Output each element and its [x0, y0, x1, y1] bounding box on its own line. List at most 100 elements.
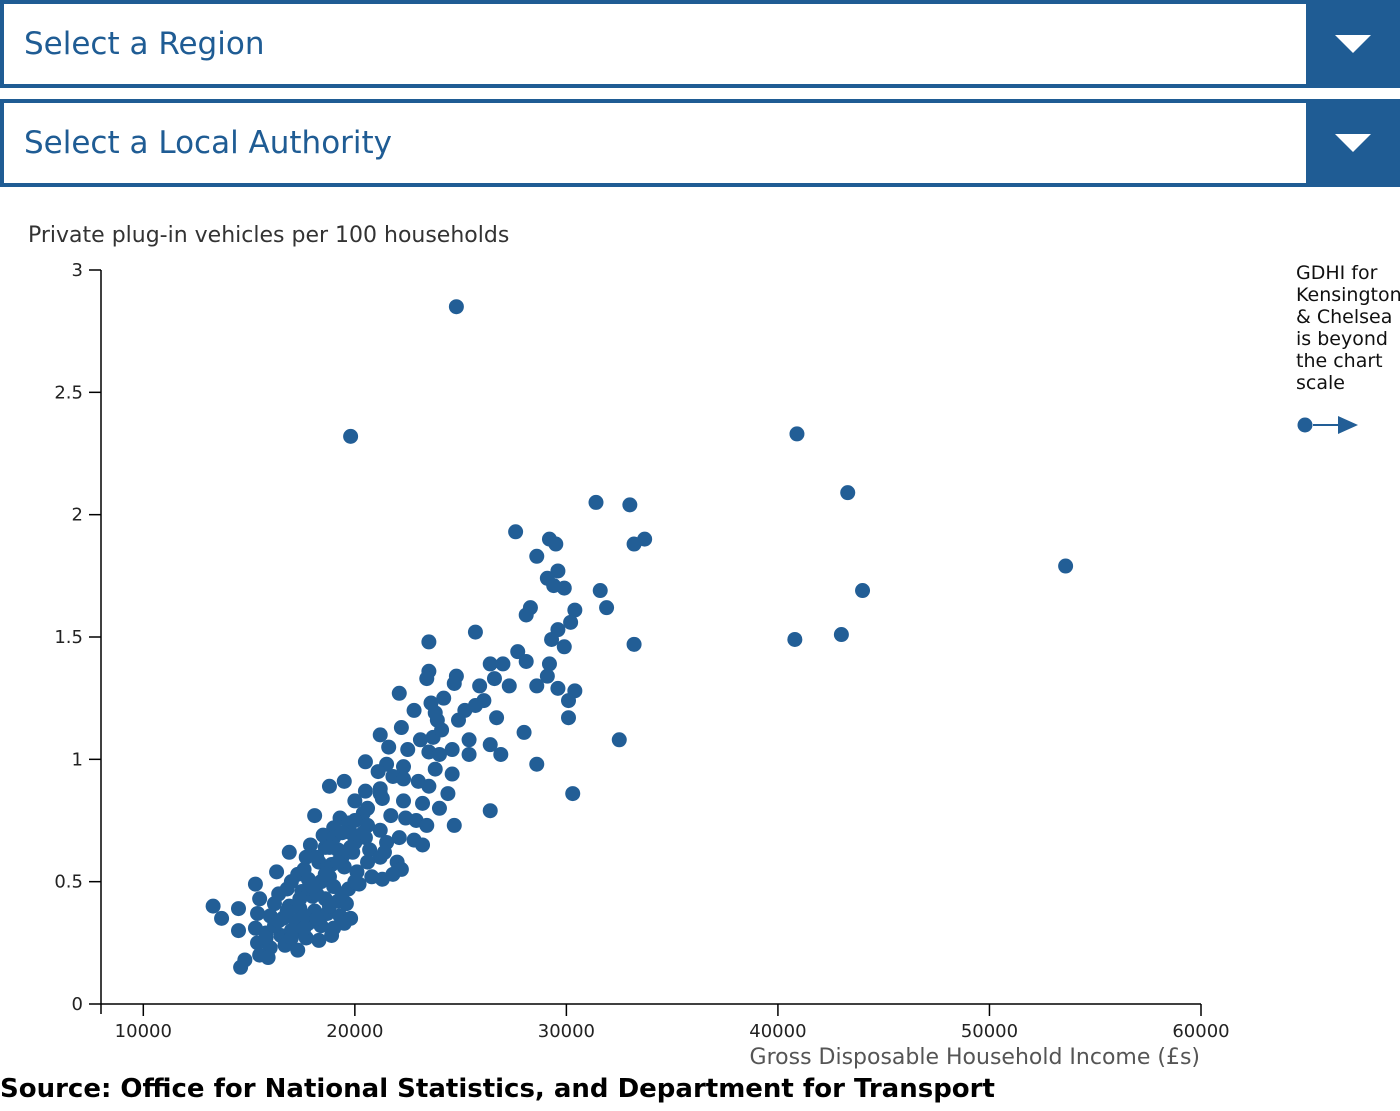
data-point: [324, 927, 340, 943]
data-point: [444, 742, 460, 758]
data-point: [376, 844, 392, 860]
data-point: [391, 685, 407, 701]
local-authority-select[interactable]: Select a Local Authority: [0, 99, 1400, 187]
data-point: [482, 737, 498, 753]
data-point: [592, 583, 608, 599]
data-point: [214, 910, 230, 926]
data-point: [360, 854, 376, 870]
data-point: [283, 874, 299, 890]
data-point: [489, 710, 505, 726]
data-point: [550, 563, 566, 579]
data-point: [637, 531, 653, 547]
data-point: [787, 631, 803, 647]
data-point: [347, 813, 363, 828]
y-tick-label: 2: [72, 505, 83, 526]
x-tick-label: 20000: [326, 1021, 383, 1042]
region-dropdown-button[interactable]: [1306, 0, 1400, 88]
data-point: [446, 817, 462, 833]
data-point: [588, 494, 604, 510]
data-point: [396, 759, 411, 775]
data-point: [550, 680, 566, 696]
data-point: [347, 793, 363, 809]
data-point: [231, 901, 246, 917]
data-point: [431, 800, 447, 816]
data-point: [279, 903, 295, 919]
local-authority-dropdown-button[interactable]: [1306, 99, 1400, 187]
data-point: [611, 732, 627, 748]
x-tick-label: 30000: [538, 1021, 595, 1042]
local-authority-select-label: Select a Local Authority: [24, 125, 393, 161]
data-point: [305, 879, 321, 895]
data-point: [334, 886, 350, 902]
region-select[interactable]: Select a Region: [0, 0, 1400, 88]
data-point: [855, 583, 871, 599]
data-point: [355, 825, 371, 841]
data-point: [336, 915, 352, 931]
data-point: [415, 837, 431, 853]
data-point: [472, 678, 488, 694]
data-point: [840, 485, 856, 501]
data-point: [283, 930, 299, 946]
y-tick-label: 1: [72, 749, 83, 770]
data-point: [561, 710, 576, 726]
data-point: [343, 428, 359, 444]
data-point: [372, 727, 388, 743]
data-point: [444, 766, 460, 782]
data-point: [495, 656, 511, 672]
data-point: [247, 876, 263, 892]
data-point: [541, 656, 557, 672]
chevron-down-icon: [1335, 134, 1371, 152]
data-point: [347, 874, 363, 890]
data-point: [421, 778, 437, 794]
data-point: [309, 910, 325, 926]
data-point: [362, 842, 378, 858]
data-point: [370, 764, 386, 780]
data-point: [510, 644, 526, 660]
data-point: [252, 891, 268, 907]
scatter-chart: Private plug-in vehicles per 100 househo…: [28, 223, 1230, 1070]
data-point: [317, 866, 333, 882]
data-point: [372, 822, 388, 838]
y-tick-label: 0.5: [54, 872, 83, 893]
data-point: [440, 786, 456, 802]
data-point: [357, 783, 373, 799]
data-point: [231, 923, 246, 939]
kensington-note: GDHI for Kensington & Chelsea is beyond …: [1296, 262, 1400, 443]
data-point: [516, 724, 532, 740]
data-point: [1058, 558, 1074, 574]
source-text: Source: Office for National Statistics, …: [0, 1074, 995, 1104]
data-point: [396, 793, 411, 809]
data-point: [482, 656, 498, 672]
data-point: [529, 678, 545, 694]
x-tick-label: 10000: [115, 1021, 172, 1042]
data-point: [448, 299, 464, 315]
y-tick-label: 3: [72, 260, 83, 281]
data-point: [321, 898, 337, 914]
data-point: [434, 722, 450, 738]
data-point: [412, 732, 428, 748]
arrow-right-icon: [1297, 416, 1358, 434]
axes: 0 0.5 1 1.5 2 2.5 3 10000 20000 30000 40000 50000 60…: [54, 260, 1229, 1042]
data-point: [393, 720, 409, 736]
data-point: [461, 746, 477, 762]
data-point: [357, 754, 373, 770]
data-point: [296, 920, 312, 936]
data-point: [436, 690, 452, 706]
data-point: [334, 825, 350, 841]
data-point: [833, 627, 849, 643]
data-point: [271, 886, 287, 902]
data-point: [561, 693, 576, 709]
x-tick-label: 50000: [961, 1021, 1018, 1042]
data-point: [233, 959, 249, 975]
data-points: [205, 299, 1074, 975]
note-line: Kensington: [1296, 284, 1400, 306]
data-point: [292, 891, 308, 907]
data-point: [518, 653, 534, 669]
region-select-label: Select a Region: [24, 26, 265, 62]
data-point: [493, 746, 509, 762]
data-point: [556, 639, 572, 655]
data-point: [307, 808, 323, 824]
note-line: is beyond: [1296, 328, 1388, 350]
data-point: [406, 702, 422, 718]
data-point: [400, 742, 416, 758]
